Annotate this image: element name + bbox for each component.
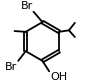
Text: Br: Br: [21, 1, 33, 11]
Text: OH: OH: [50, 72, 67, 82]
Text: Br: Br: [5, 62, 17, 72]
